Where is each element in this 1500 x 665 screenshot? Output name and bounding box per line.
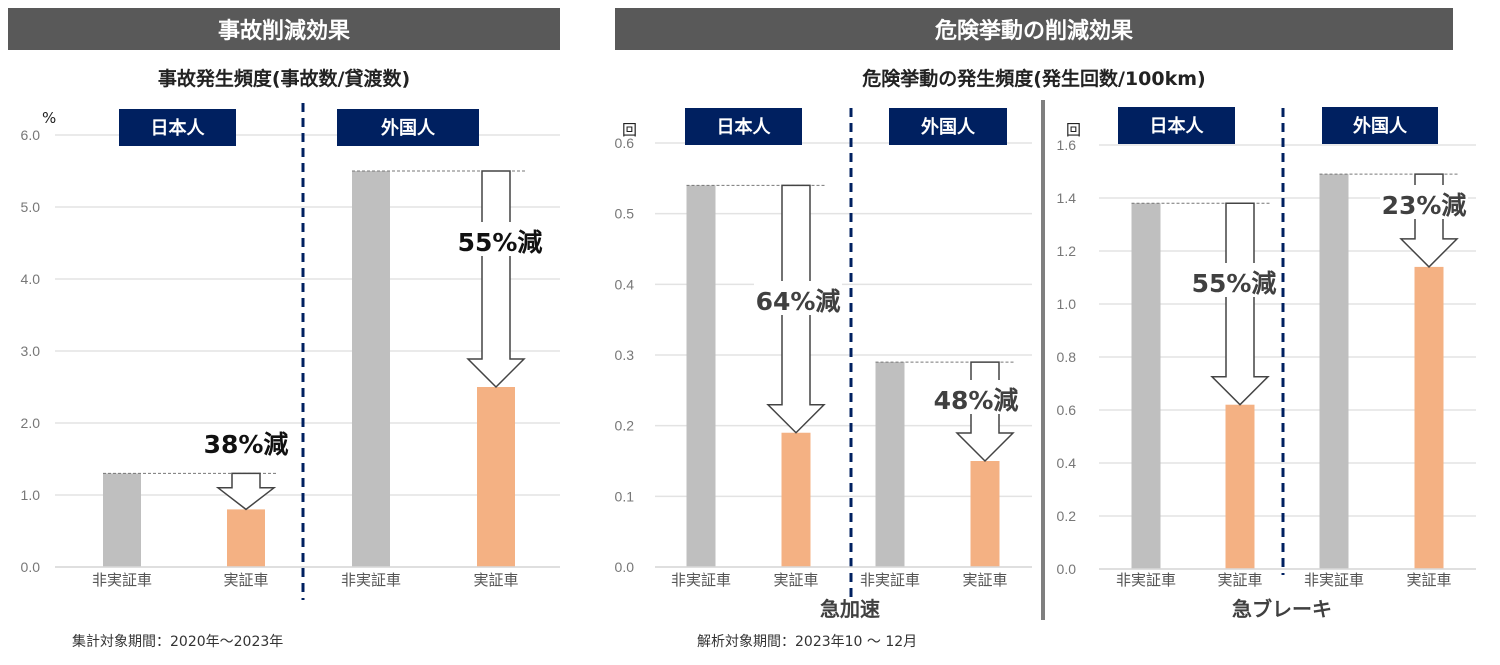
- group-label: 日本人: [1150, 115, 1205, 137]
- reduction-arrow: [1210, 202, 1270, 406]
- risky-behavior-title: 危険挙動の削減効果: [615, 8, 1453, 50]
- reduction-label: 23%減: [1382, 191, 1467, 220]
- y-tick-label: 0.4: [1057, 455, 1077, 471]
- y-tick-label: 0.6: [1057, 402, 1077, 418]
- reduction-label-bg: [456, 222, 544, 256]
- category-label: 非実証車: [860, 571, 920, 589]
- bar: [352, 171, 390, 567]
- category-label: 非実証車: [92, 571, 152, 589]
- group-label-box: [337, 109, 479, 146]
- y-tick-label: 0.2: [615, 418, 635, 434]
- y-tick-label: 0.0: [615, 559, 635, 575]
- reduction-label-bg: [1190, 263, 1278, 297]
- category-label: 非実証車: [341, 571, 401, 589]
- reduction-label-bg: [932, 380, 1020, 414]
- y-unit-label: 回: [622, 121, 637, 139]
- category-label: 実証車: [473, 571, 518, 589]
- bar: [970, 461, 1000, 567]
- bar: [1414, 266, 1444, 569]
- category-label: 実証車: [1406, 571, 1451, 589]
- group-label: 外国人: [1353, 115, 1408, 137]
- y-tick-label: 0.8: [1057, 349, 1077, 365]
- group-label: 外国人: [381, 117, 436, 139]
- reduction-label-bg: [754, 281, 842, 315]
- y-tick-label: 0.0: [1057, 561, 1077, 577]
- y-tick-label: 0.3: [615, 347, 635, 363]
- y-tick-label: 0.0: [21, 559, 41, 575]
- category-label: 非実証車: [1304, 571, 1364, 589]
- group-label-box: [1322, 107, 1438, 144]
- reduction-label: 55%減: [458, 228, 543, 257]
- behavior-chart-subtitle: 危険挙動の発生頻度(発生回数/100km): [862, 68, 1206, 90]
- y-tick-label: 0.6: [615, 135, 635, 151]
- reduction-label: 38%減: [204, 430, 289, 459]
- reduction-label: 48%減: [934, 386, 1019, 415]
- y-tick-label: 3.0: [21, 343, 41, 359]
- reduction-label: 64%減: [756, 287, 841, 316]
- accident-chart-subtitle: 事故発生頻度(事故数/貸渡数): [157, 68, 411, 90]
- bar: [1319, 174, 1349, 569]
- category-label: 実証車: [962, 571, 1007, 589]
- bar: [477, 387, 515, 567]
- reduction-label-bg: [202, 424, 290, 458]
- y-unit-label: %: [42, 109, 56, 127]
- y-tick-label: 0.2: [1057, 508, 1077, 524]
- group-label: 日本人: [717, 116, 772, 138]
- behavior-footnote: 解析対象期間：2023年10 ～ 12月: [697, 634, 918, 650]
- group-label: 日本人: [151, 117, 206, 139]
- group-label-box: [119, 109, 236, 146]
- group-label-box: [685, 108, 802, 145]
- x-axis-title: 急加速: [820, 597, 880, 621]
- bar: [686, 185, 716, 567]
- x-axis-title: 急ブレーキ: [1232, 597, 1332, 621]
- y-tick-label: 0.5: [615, 206, 635, 222]
- category-label: 非実証車: [1116, 571, 1176, 589]
- accident-reduction-title: 事故削減効果: [8, 8, 560, 50]
- y-tick-label: 2.0: [21, 415, 41, 431]
- y-tick-label: 1.6: [1057, 137, 1077, 153]
- accident-footnote: 集計対象期間：2020年～2023年: [72, 634, 284, 650]
- bar: [1225, 404, 1255, 569]
- y-tick-label: 1.0: [1057, 296, 1077, 312]
- category-label: 非実証車: [671, 571, 731, 589]
- bar: [1131, 203, 1161, 570]
- y-tick-label: 6.0: [21, 127, 41, 143]
- y-unit-label: 回: [1066, 121, 1081, 139]
- group-label-box: [1118, 107, 1235, 144]
- group-label-box: [889, 108, 1007, 145]
- reduction-label: 55%減: [1192, 269, 1277, 298]
- bar: [227, 509, 265, 567]
- reduction-label-bg: [1380, 185, 1468, 219]
- group-label: 外国人: [921, 116, 976, 138]
- y-tick-label: 1.2: [1057, 243, 1077, 259]
- y-tick-label: 0.1: [615, 488, 635, 504]
- reduction-arrow: [215, 472, 277, 511]
- bar: [781, 432, 811, 567]
- category-label: 実証車: [223, 571, 268, 589]
- category-label: 実証車: [1217, 571, 1262, 589]
- bar: [103, 473, 141, 567]
- y-tick-label: 1.4: [1057, 190, 1077, 206]
- y-tick-label: 0.4: [615, 276, 635, 292]
- y-tick-label: 4.0: [21, 271, 41, 287]
- category-label: 実証車: [773, 571, 818, 589]
- bar: [875, 362, 905, 567]
- y-tick-label: 1.0: [21, 487, 41, 503]
- y-tick-label: 5.0: [21, 199, 41, 215]
